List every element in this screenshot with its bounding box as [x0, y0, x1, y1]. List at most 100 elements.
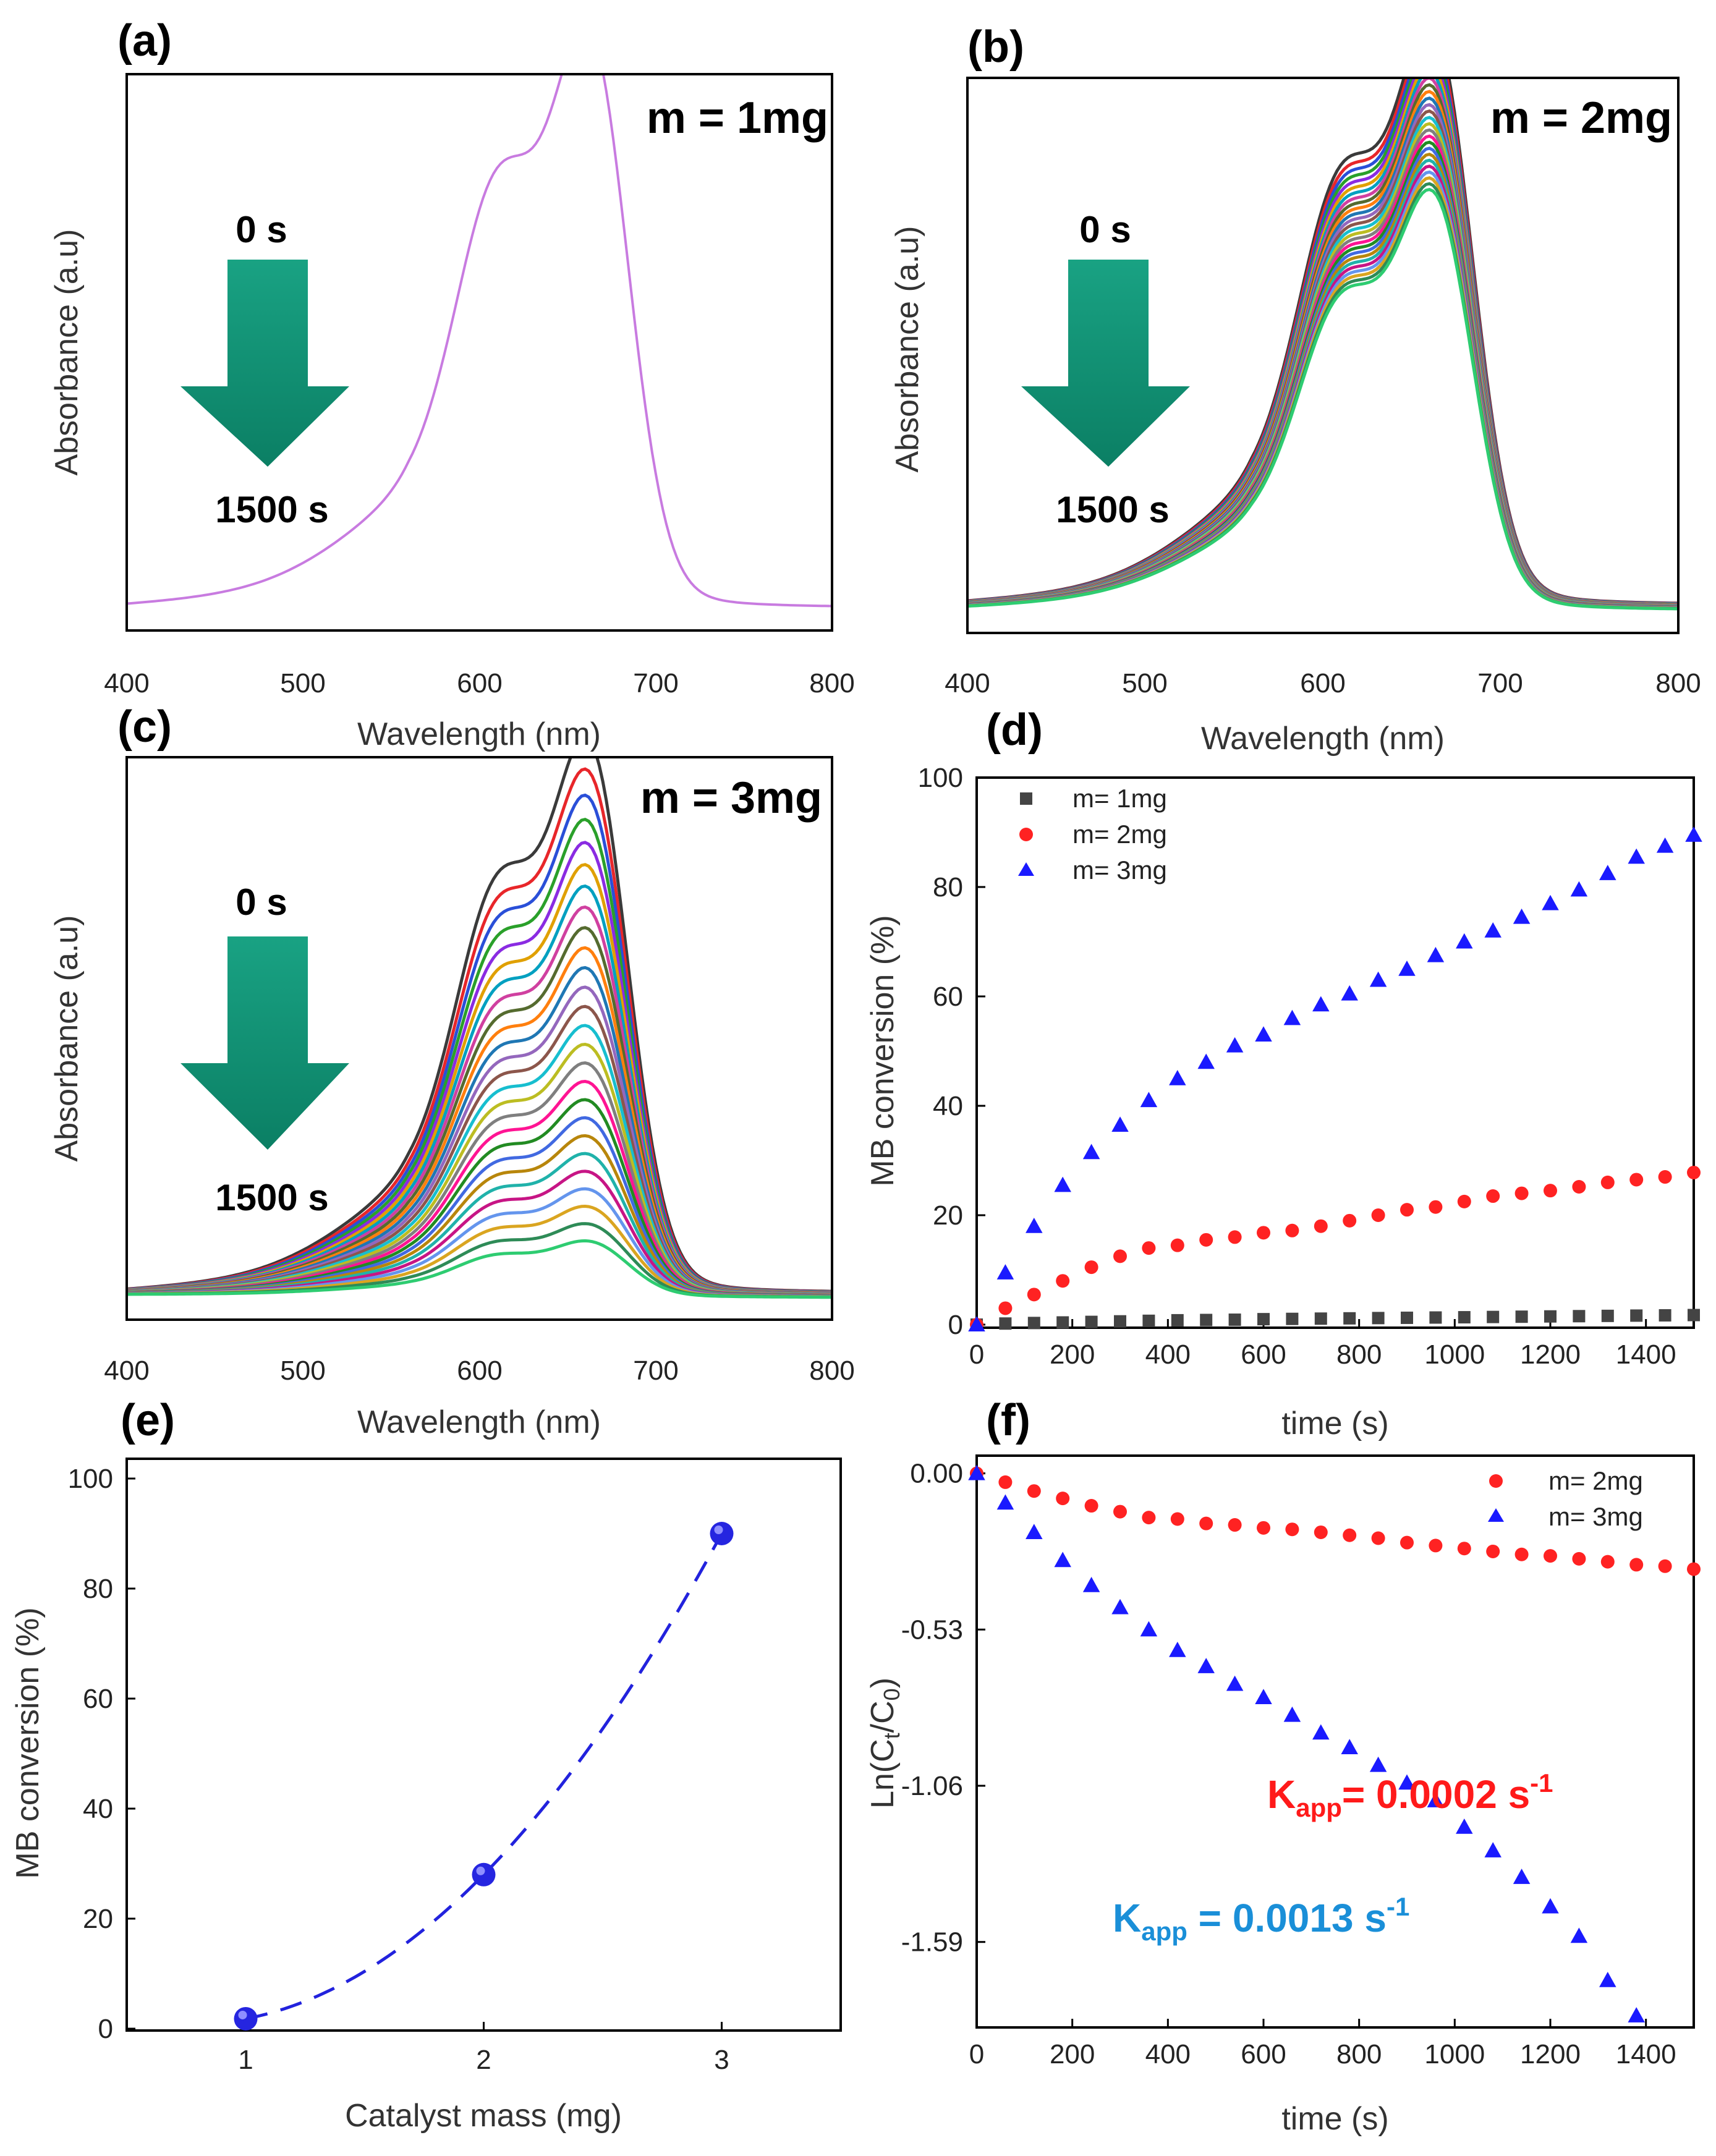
panel-e-axes: 1 2 3 0 20 40 60 80 100	[68, 1464, 729, 2075]
x-tick-label: 800	[1336, 2039, 1382, 2069]
x-tick-label: 1200	[1520, 2039, 1581, 2069]
data-point	[1228, 1314, 1241, 1326]
x-tick-label: 0	[969, 2039, 984, 2069]
data-point	[1658, 1559, 1672, 1573]
data-point	[1458, 1311, 1471, 1324]
data-point	[1544, 1184, 1557, 1198]
x-tick-label: 600	[1241, 2039, 1286, 2069]
data-point	[1400, 1203, 1414, 1217]
data-point	[1283, 1706, 1301, 1722]
panel-b-xaxis: 400 500 600 700 800	[945, 668, 1701, 698]
x-tick-label: 0	[969, 1339, 984, 1370]
panel-f-axes: 0 200 400 600 800 1000 1200 1400 0.00 -0.53 -1.06 -…	[901, 1459, 1676, 2069]
x-tick-label: 1000	[1424, 2039, 1485, 2069]
data-point	[1427, 946, 1445, 962]
y-tick-label: -1.59	[901, 1927, 963, 1958]
panel-c-curves	[127, 757, 832, 1299]
data-point	[1113, 1505, 1127, 1519]
x-tick-label: 1400	[1616, 1339, 1676, 1370]
data-point	[1513, 1869, 1531, 1884]
legend-label-3mg: m= 3mg	[1072, 855, 1167, 885]
data-point	[1226, 1037, 1244, 1053]
panel-b-xtick: 600	[1300, 668, 1345, 698]
panel-e-xlabel: Catalyst mass (mg)	[345, 2098, 622, 2134]
data-point	[1085, 1315, 1098, 1328]
data-point	[1056, 1316, 1069, 1329]
data-point	[1257, 1313, 1270, 1326]
data-point	[1054, 1551, 1071, 1568]
panel-a-time-arrow: 0 s 1500 s	[181, 209, 349, 530]
data-point	[1400, 1535, 1414, 1550]
panel-d-frame	[975, 776, 1695, 1329]
data-point	[1084, 1499, 1098, 1513]
data-point	[1544, 1310, 1557, 1323]
k-red-k: K	[1267, 1772, 1296, 1817]
panel-d-axes: 0 200 400 600 800 1000 1200 1400 0 20 40 60 80 100	[918, 763, 1676, 1370]
panel-d-points	[968, 826, 1702, 1331]
panel-b-mass-label: m = 2mg	[1490, 93, 1672, 143]
data-point	[1542, 1898, 1559, 1914]
panel-c-ylabel: Absorbance (a.u)	[49, 915, 85, 1162]
data-point	[1312, 1724, 1330, 1740]
data-point	[1429, 1538, 1443, 1553]
data-point-highlight	[238, 2010, 247, 2019]
k-red-sup: -1	[1530, 1768, 1553, 1797]
data-point	[1687, 1165, 1701, 1179]
panel-a-xtick: 500	[280, 668, 325, 698]
data-point	[1457, 1194, 1471, 1208]
panel-f-points	[968, 1464, 1701, 2022]
data-point	[1369, 971, 1387, 987]
data-point	[1084, 1260, 1098, 1275]
data-point	[998, 1301, 1013, 1315]
panel-c-xtick: 500	[280, 1356, 325, 1386]
data-point	[1629, 1173, 1644, 1187]
x-tick-label: 1	[238, 2045, 253, 2075]
data-point-highlight	[476, 1866, 485, 1875]
data-point	[1140, 1092, 1158, 1108]
panel-b-xtick: 800	[1655, 668, 1701, 698]
x-tick-label: 200	[1050, 2039, 1095, 2069]
panel-b-arrow-start: 0 s	[1079, 209, 1131, 250]
panel-a-arrow-start: 0 s	[236, 209, 287, 250]
y-tick-label: 40	[83, 1794, 113, 1824]
data-point	[1113, 1249, 1127, 1263]
ylabel-part: )	[865, 1678, 901, 1688]
panel-a-xtick: 400	[104, 668, 149, 698]
legend-marker-3mg	[1018, 862, 1034, 876]
y-tick-label: 20	[83, 1904, 113, 1934]
panel-c-arrow-shape	[181, 936, 349, 1150]
panel-c-mass-label: m = 3mg	[640, 773, 822, 823]
data-point	[999, 1317, 1012, 1330]
data-point	[1343, 1213, 1357, 1228]
data-point	[1601, 1309, 1614, 1322]
panel-a-frame	[125, 73, 833, 632]
panel-e-ylabel: MB conversion (%)	[10, 1607, 46, 1878]
panel-b-frame	[966, 77, 1680, 634]
data-point	[1486, 1189, 1500, 1203]
data-point	[1054, 1176, 1071, 1192]
data-point	[1372, 1312, 1385, 1325]
data-point	[1027, 1484, 1041, 1498]
k-blue-k: K	[1113, 1896, 1141, 1940]
data-point	[1228, 1518, 1242, 1532]
y-tick-label: 100	[68, 1464, 113, 1494]
panel-d-label: (d)	[986, 705, 1043, 755]
data-point	[1026, 1217, 1043, 1233]
spectrum-curve	[967, 187, 1678, 611]
x-tick-label: 2	[476, 2045, 491, 2075]
data-point	[1484, 1842, 1502, 1857]
data-point	[1140, 1621, 1158, 1637]
panel-a-xtick: 800	[809, 668, 854, 698]
ylabel-sub-0: 0	[879, 1688, 904, 1700]
y-tick-label: -1.06	[901, 1771, 963, 1801]
data-point	[996, 1494, 1014, 1510]
y-tick-label: 60	[933, 982, 963, 1012]
data-point	[1257, 1521, 1270, 1535]
panel-d: (d) 0 200 400 600 800 1000 1200 1400 0 20 40 60 80 10…	[865, 705, 1702, 1441]
data-point	[1688, 1309, 1700, 1322]
data-point	[1685, 826, 1702, 842]
data-point	[1514, 1547, 1529, 1561]
data-point	[472, 1862, 496, 1886]
data-point	[1628, 848, 1645, 864]
data-point	[1343, 1528, 1357, 1542]
